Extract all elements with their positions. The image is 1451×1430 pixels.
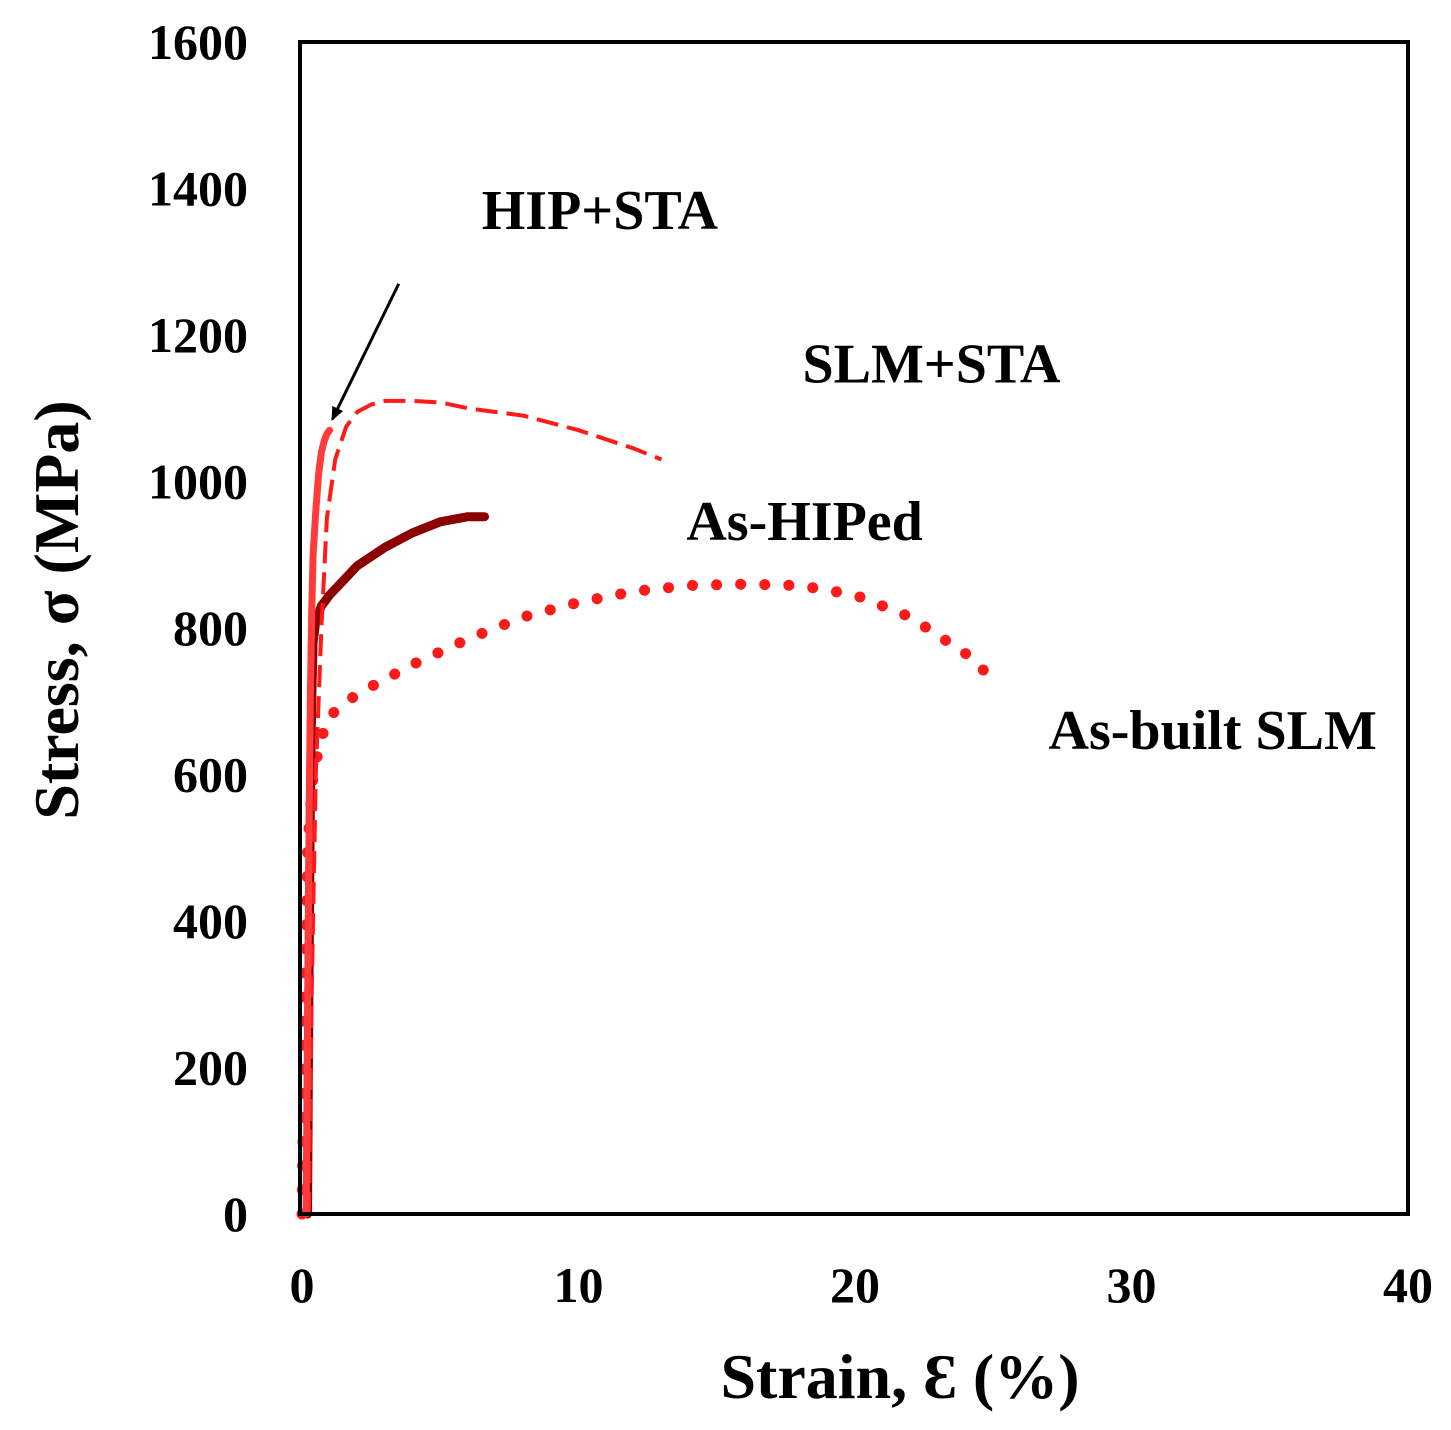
x-tick-label-40: 40 bbox=[1383, 1257, 1433, 1313]
x-tick-label-0: 0 bbox=[290, 1257, 315, 1313]
y-tick-label-0: 0 bbox=[223, 1186, 248, 1242]
y-tick-label-200: 200 bbox=[173, 1040, 248, 1096]
series-as-built-slm bbox=[296, 578, 999, 1220]
y-tick-label-1000: 1000 bbox=[148, 454, 248, 510]
y-tick-labels: 0 200 400 600 800 1000 1200 1400 1600 bbox=[148, 14, 248, 1242]
annotations-layer: HIP+STA SLM+STA As-HIPed As-built SLM bbox=[331, 180, 1377, 762]
annotation-hip-sta: HIP+STA bbox=[482, 180, 719, 242]
series-as-hiped bbox=[303, 512, 489, 1219]
y-axis-title: Stress, σ (MPa) bbox=[21, 400, 92, 819]
y-tick-label-400: 400 bbox=[173, 893, 248, 949]
y-tick-label-1200: 1200 bbox=[148, 307, 248, 363]
x-tick-label-30: 30 bbox=[1107, 1257, 1157, 1313]
curves-layer bbox=[296, 398, 999, 1220]
plot-frame bbox=[298, 40, 1410, 1216]
series-hip-sta bbox=[302, 426, 334, 1218]
series-slm-sta bbox=[306, 398, 663, 1215]
y-tick-label-800: 800 bbox=[173, 600, 248, 656]
y-tick-label-1400: 1400 bbox=[148, 161, 248, 217]
annotation-as-hiped: As-HIPed bbox=[686, 491, 922, 553]
annotation-arrow-hip-sta bbox=[331, 283, 401, 422]
y-tick-label-1600: 1600 bbox=[148, 14, 248, 70]
annotation-slm-sta: SLM+STA bbox=[802, 334, 1061, 396]
annotation-as-built-slm: As-built SLM bbox=[1049, 700, 1377, 762]
x-tick-labels: 0 10 20 30 40 bbox=[290, 1257, 1434, 1313]
x-axis-title: Strain, Ɛ (%) bbox=[720, 1341, 1079, 1412]
x-tick-label-10: 10 bbox=[554, 1257, 604, 1313]
y-tick-label-600: 600 bbox=[173, 747, 248, 803]
x-tick-label-20: 20 bbox=[830, 1257, 880, 1313]
